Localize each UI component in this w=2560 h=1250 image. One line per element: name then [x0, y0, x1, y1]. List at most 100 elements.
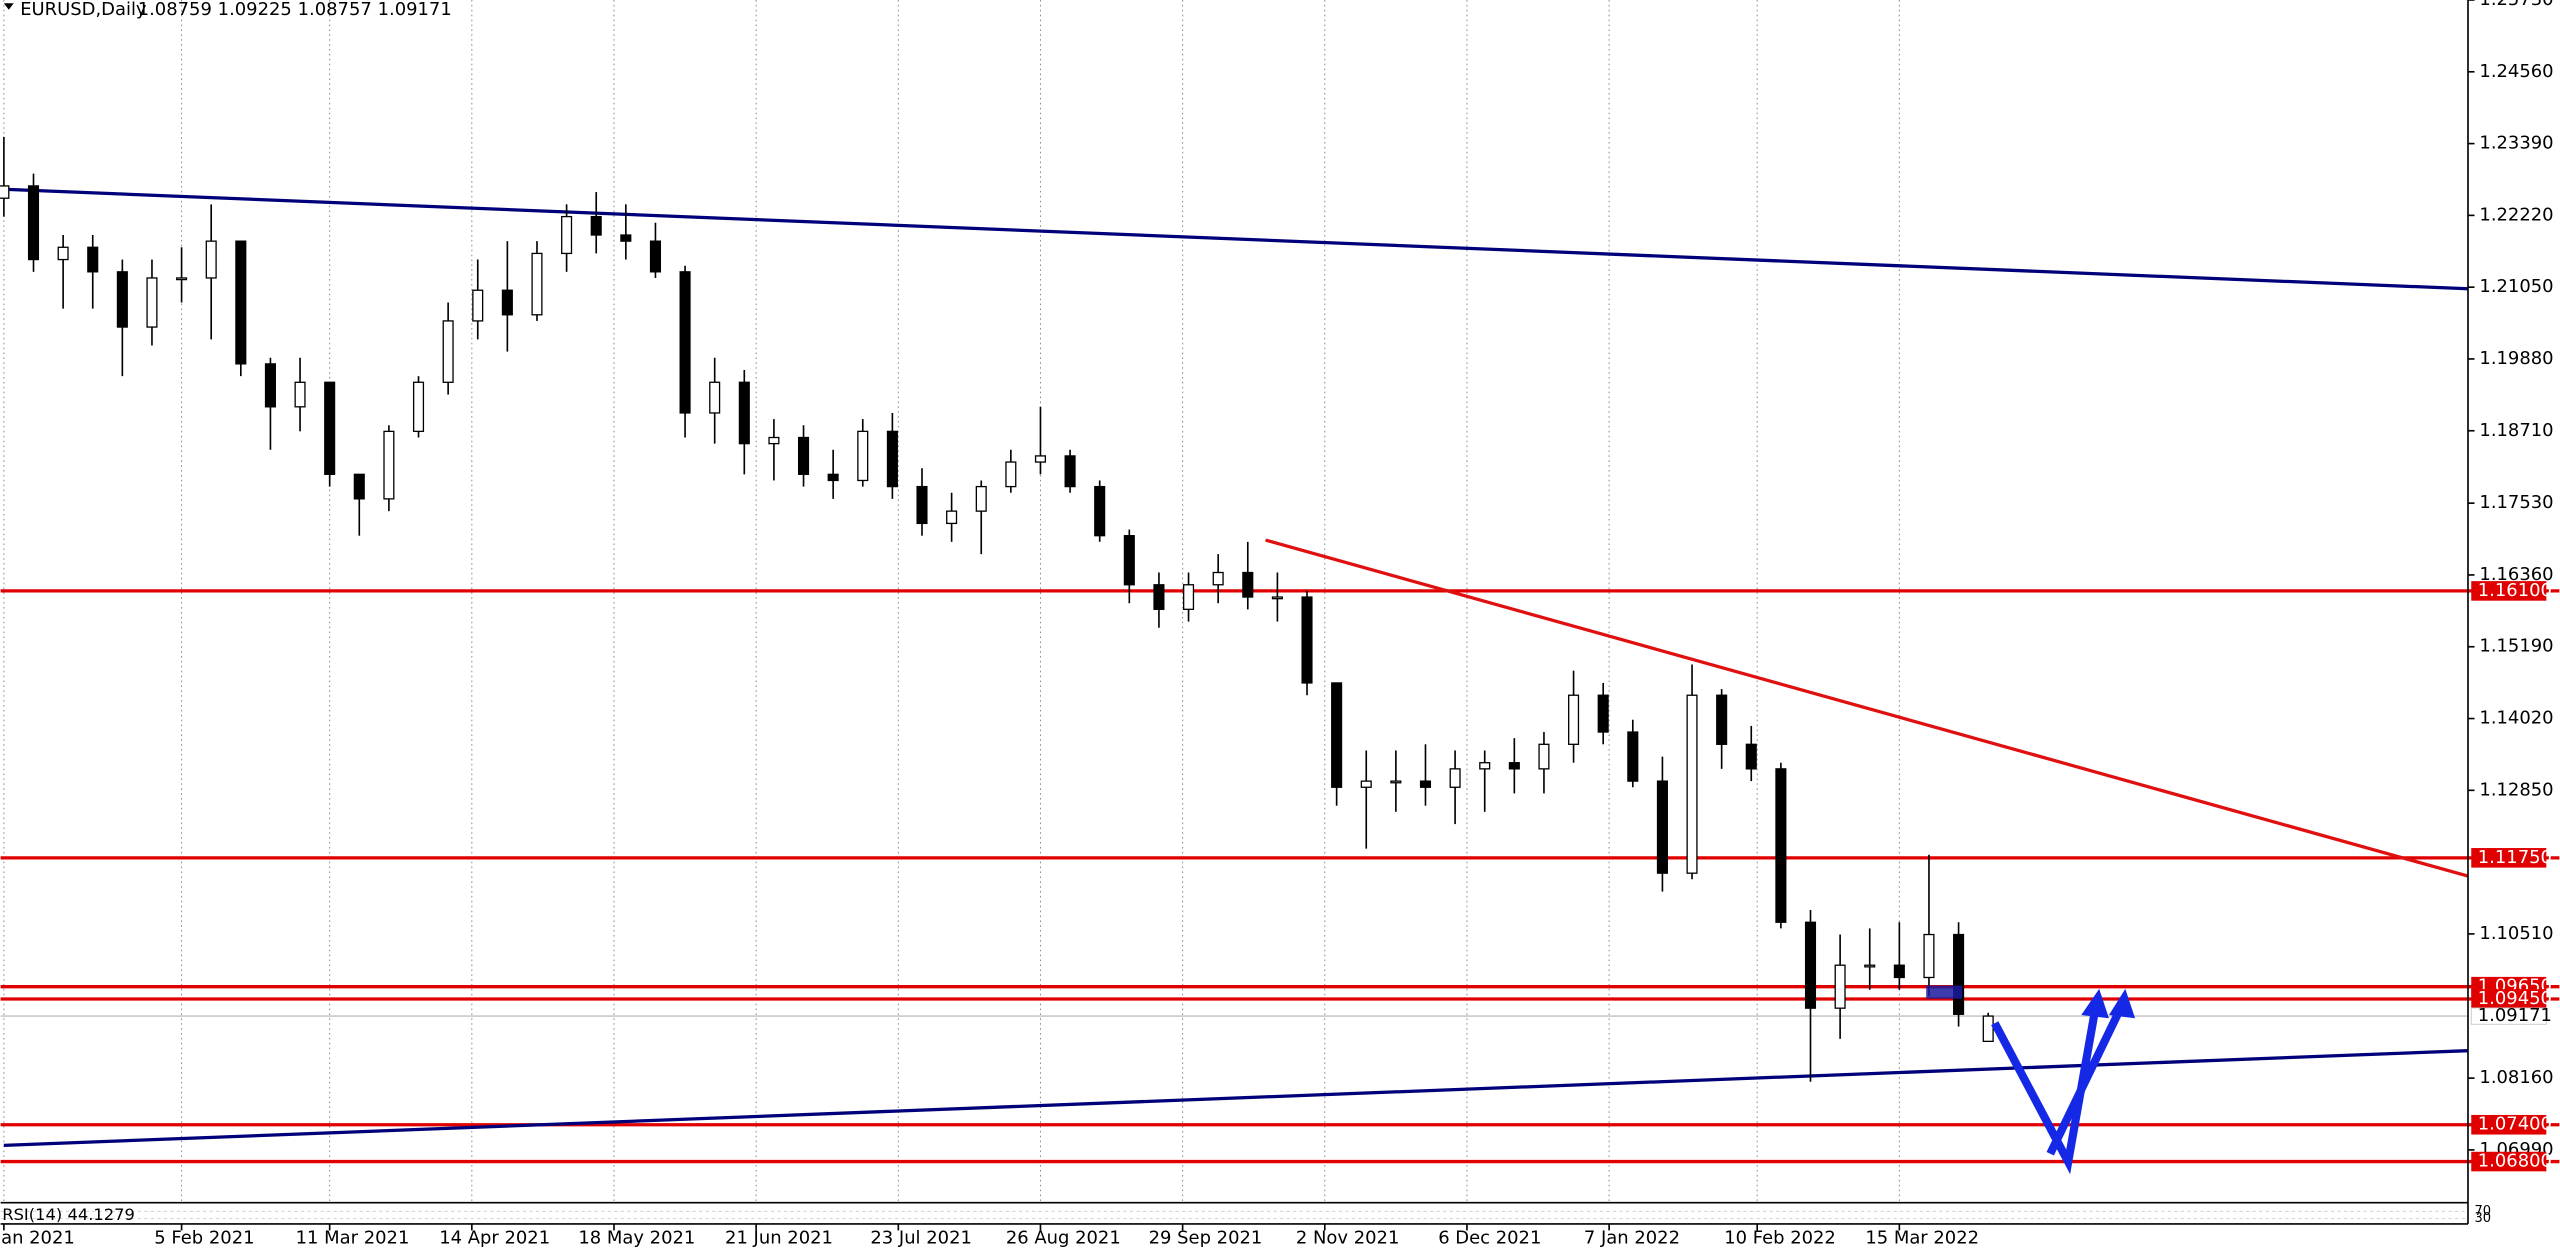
level-label: 1.16100 [2478, 580, 2552, 601]
candle-body [1479, 762, 1491, 770]
candle-body [738, 381, 750, 445]
level-label: 1.11750 [2478, 847, 2552, 868]
candle-body [1982, 1015, 1994, 1043]
x-tick-label: 14 Apr 2021 [439, 1228, 550, 1249]
candle-body [324, 381, 336, 475]
y-tick-label: 1.14020 [2479, 708, 2553, 729]
header-open: 1.08759 [138, 0, 212, 20]
candle-body [235, 240, 247, 365]
candle-body [1597, 694, 1609, 733]
candle-body [116, 271, 128, 328]
arrow-head [2108, 988, 2136, 1019]
candle-body [1656, 780, 1668, 874]
trendline [3, 1049, 2469, 1147]
arrow-head [2081, 988, 2109, 1019]
candle-body [57, 246, 69, 261]
y-tick-label: 1.08160 [2479, 1067, 2553, 1088]
x-tick-label: 2 Nov 2021 [1296, 1228, 1399, 1249]
candle-body [205, 240, 217, 279]
x-tick-label: 10 Feb 2022 [1724, 1228, 1836, 1249]
indicator-tick-label: 70 [2475, 1204, 2492, 1219]
y-tick-label: 1.22220 [2479, 204, 2553, 225]
y-tick-label: 1.19880 [2479, 348, 2553, 369]
level-label: 1.09450 [2478, 988, 2552, 1009]
x-tick-label: 23 Jul 2021 [870, 1228, 972, 1249]
indicator-value: 44.1279 [68, 1205, 135, 1224]
candle-body [1242, 571, 1254, 598]
header-high: 1.09225 [218, 0, 292, 20]
header-low: 1.08757 [298, 0, 372, 20]
candle-body [87, 246, 99, 273]
x-tick-label: 11 Mar 2021 [296, 1228, 410, 1249]
level-tag [2471, 581, 2547, 601]
candle-body [1568, 694, 1580, 745]
candle-body [1538, 743, 1550, 770]
candle-body [857, 430, 869, 482]
forecast-arrow [2046, 1003, 2126, 1156]
candle-body [1005, 461, 1017, 488]
symbol-title: EURUSD,Daily [20, 0, 147, 20]
trendline [1265, 538, 2469, 878]
y-tick-label: 1.12850 [2479, 779, 2553, 800]
forecast-arrow [1991, 1004, 2100, 1175]
candle-body [1301, 596, 1313, 684]
y-tick-label: 1.21050 [2479, 276, 2553, 297]
candle-body [0, 185, 10, 199]
candle-body [294, 381, 306, 408]
candle-body [827, 473, 839, 482]
candle-body [1153, 584, 1165, 610]
x-tick-label: 21 Jun 2021 [725, 1228, 833, 1249]
level-tag [2471, 1114, 2547, 1135]
last-price-tag [2470, 1007, 2547, 1025]
candle-body [1864, 964, 1876, 968]
menu-icon [3, 3, 14, 10]
level-label: 1.07400 [2478, 1114, 2552, 1135]
candle-body [590, 215, 602, 236]
candle-body [679, 271, 691, 414]
y-tick-label: 1.18710 [2479, 420, 2553, 441]
candle-body [1094, 485, 1106, 537]
x-tick-label: 18 May 2021 [578, 1228, 695, 1249]
candle-body [1390, 780, 1402, 784]
y-tick-label: 1.17530 [2479, 492, 2553, 513]
y-tick-label: 1.25730 [2479, 0, 2553, 10]
candle-body [768, 436, 780, 445]
candle-body [27, 185, 40, 261]
candle-body [620, 234, 632, 242]
x-tick-label: 6 Dec 2021 [1438, 1228, 1541, 1249]
candle-body [353, 473, 365, 500]
candle-body [797, 436, 810, 475]
candle-body [975, 485, 987, 512]
candle-body [1449, 768, 1461, 788]
candle-body [1627, 731, 1639, 782]
candle-body [886, 430, 898, 488]
candle-body [1893, 964, 1905, 979]
candle-body [1331, 682, 1343, 788]
candle-body [442, 320, 454, 383]
x-tick-label: 26 Aug 2021 [1006, 1228, 1121, 1249]
candle-body [1271, 596, 1283, 600]
candle-body [1775, 768, 1787, 923]
y-tick-label: 1.23390 [2479, 133, 2553, 154]
candle-body [472, 289, 484, 322]
y-tick-label: 1.16360 [2479, 564, 2553, 585]
candle-body [1804, 921, 1817, 1009]
trendline [3, 187, 2469, 291]
candle-body [1953, 933, 1965, 1015]
candle-body [1034, 455, 1047, 463]
candle-body [1716, 694, 1728, 745]
x-tick-label: 5 Feb 2021 [154, 1228, 254, 1249]
candle-body [146, 277, 158, 328]
candle-body [1419, 780, 1432, 788]
y-tick-label: 1.24560 [2479, 61, 2553, 82]
candle-body [946, 510, 958, 525]
indicator-tick-label: 30 [2475, 1211, 2492, 1226]
candle-body [383, 430, 395, 500]
y-tick-label: 1.10510 [2479, 923, 2553, 944]
level-tag [2471, 848, 2547, 868]
x-tick-label: 4 Jan 2021 [0, 1228, 75, 1249]
